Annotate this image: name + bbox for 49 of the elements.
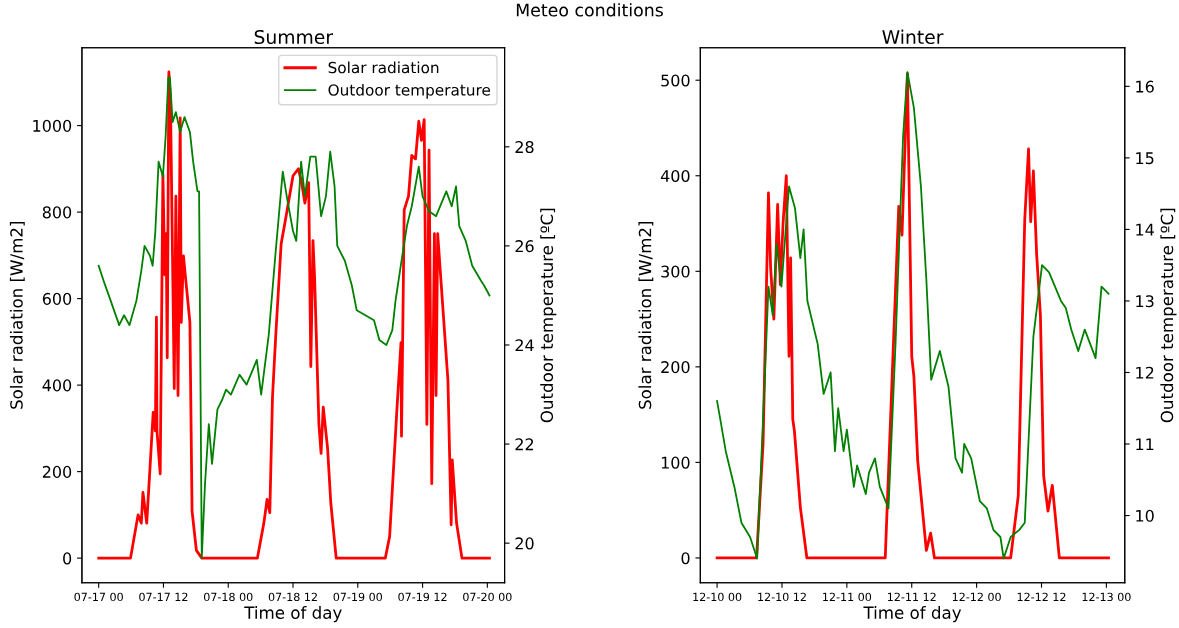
y2-tick-label: 22 [515, 438, 534, 451]
y-tick-label: 1000 [33, 119, 72, 132]
y-tick-label: 100 [661, 456, 690, 469]
chart-title: Winter [882, 29, 944, 45]
y2-tick-label: 16 [1136, 80, 1154, 93]
text: Meteo conditions [516, 3, 663, 17]
y2-axis-title: Outdoor temperature [ºC] [540, 208, 557, 423]
x-tick-label: 07-19 00 [333, 592, 383, 602]
x-tick-label: 07-17 12 [139, 592, 188, 602]
y-tick-label: 500 [661, 74, 690, 87]
y-tick-label: 0 [63, 552, 72, 565]
y-tick-label: 400 [660, 169, 690, 183]
x-tick-label: 07-19 12 [398, 592, 447, 602]
y-tick-label: 0 [681, 552, 690, 565]
x-tick-label: 07-18 00 [203, 592, 253, 602]
y-axis-title: Solar radiation [W/m2] [9, 221, 25, 409]
y2-tick-label: 12 [1136, 366, 1154, 379]
x-tick-label: 07-18 12 [268, 592, 317, 602]
x-tick-label: 12-12 12 [1017, 592, 1066, 601]
y2-tick-label: 10 [1136, 509, 1154, 522]
x-axis-title: Time of day [863, 606, 962, 623]
x-axis-title: Time of day [244, 606, 342, 623]
y2-tick-label: 26 [515, 240, 534, 253]
y2-tick-label: 15 [1136, 152, 1154, 165]
x-tick-label: 12-11 00 [823, 592, 872, 602]
y2-tick-label: 24 [515, 339, 534, 352]
x-tick-label: 07-17 00 [74, 592, 123, 602]
chart-title: Summer [254, 29, 334, 45]
legend-label: Solar radiation [328, 61, 439, 74]
y-tick-label: 800 [42, 206, 72, 219]
x-tick-label: 12-12 00 [952, 592, 1001, 602]
x-tick-label: 12-10 00 [693, 592, 742, 602]
y2-tick-label: 11 [1136, 438, 1154, 451]
y-axis-title: Solar radiation [W/m2] [638, 221, 654, 409]
x-tick-label: 12-10 12 [758, 592, 806, 602]
y2-tick-label: 28 [515, 141, 534, 154]
y-tick-label: 200 [661, 361, 690, 374]
y2-tick-label: 13 [1136, 295, 1154, 308]
y2-axis-title: Outdoor temperature [ºC] [1160, 208, 1177, 423]
x-tick-label: 12-13 00 [1082, 592, 1131, 602]
y-tick-label: 300 [661, 265, 690, 278]
y2-tick-label: 20 [515, 537, 534, 550]
legend-label: Outdoor temperature [328, 83, 491, 99]
y-tick-label: 600 [42, 292, 72, 305]
y-tick-label: 400 [42, 379, 72, 392]
y-tick-label: 200 [42, 465, 72, 478]
y2-tick-label: 14 [1136, 223, 1154, 236]
x-tick-label: 12-11 12 [887, 592, 936, 601]
x-tick-label: 07-20 00 [463, 592, 512, 602]
